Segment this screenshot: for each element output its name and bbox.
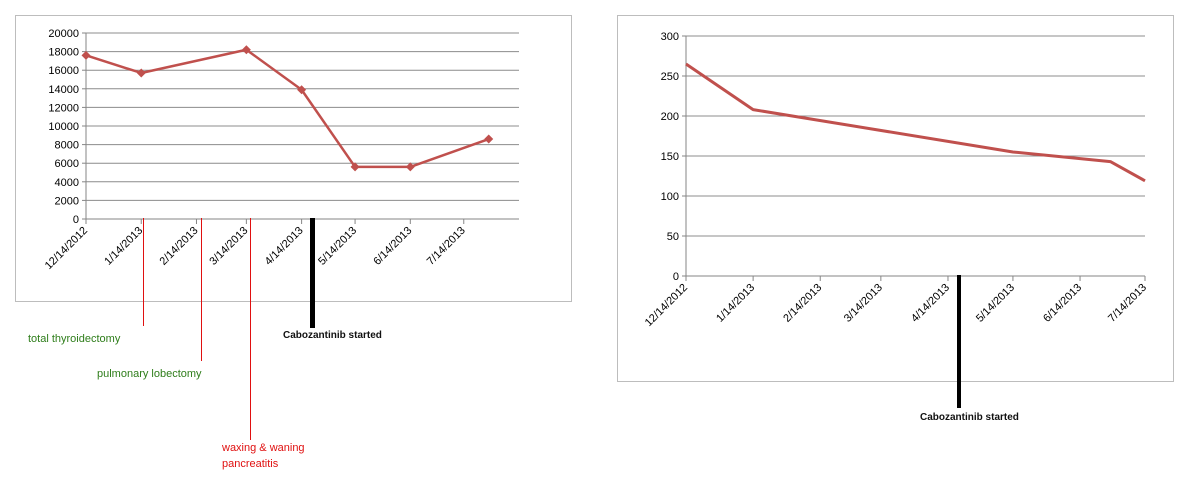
y-tick-label: 150 (661, 151, 679, 163)
x-tick-label: 12/14/2012 (43, 225, 90, 272)
y-tick-label: 0 (673, 271, 679, 283)
y-tick-label: 18000 (48, 47, 79, 59)
annotation-pancreatitis-line2: pancreatitis (222, 458, 279, 470)
thyroidectomy-marker-line (143, 218, 144, 326)
y-tick-label: 0 (73, 214, 79, 226)
y-tick-label: 300 (661, 31, 679, 43)
annotation-total-thyroidectomy: total thyroidectomy (28, 333, 121, 345)
y-tick-label: 16000 (48, 65, 79, 77)
chart-right: 0 50 100 150 200 250 300 12/14/2012 1/14/2013 2/1… (643, 31, 1149, 329)
y-tick-label: 6000 (55, 158, 79, 170)
data-point-marker (136, 68, 146, 78)
annotation-pulmonary-lobectomy: pulmonary lobectomy (97, 368, 202, 380)
x-tick-label: 4/14/2013 (909, 282, 952, 325)
x-tick-label: 2/14/2013 (158, 225, 201, 268)
data-point-marker (297, 85, 307, 95)
annotation-cabozantinib-left: Cabozantinib started (283, 330, 382, 341)
cabozantinib-marker-right (957, 275, 961, 408)
annotation-cabozantinib-right: Cabozantinib started (920, 412, 1019, 423)
x-tick-label: 3/14/2013 (207, 225, 250, 268)
data-point-marker (81, 50, 91, 60)
x-tick-label: 5/14/2013 (316, 225, 359, 268)
y-tick-label: 8000 (55, 140, 79, 152)
cabozantinib-marker-left (310, 218, 315, 328)
y-tick-label: 2000 (55, 195, 79, 207)
lobectomy-marker-line (201, 218, 202, 361)
x-tick-label: 12/14/2012 (643, 282, 690, 329)
x-tick-label: 3/14/2013 (842, 282, 885, 325)
x-tick-label: 6/14/2013 (1041, 282, 1084, 325)
y-tick-label: 20000 (48, 28, 79, 40)
x-tick-label: 1/14/2013 (714, 282, 757, 325)
x-tick-label: 5/14/2013 (974, 282, 1017, 325)
pancreatitis-marker-line (250, 218, 251, 440)
data-point-marker (405, 162, 415, 172)
y-tick-label: 14000 (48, 84, 79, 96)
chart-left-panel: 0 2000 4000 6000 8000 10000 12000 14000 16000 180… (15, 15, 572, 302)
chart-right-panel: 0 50 100 150 200 250 300 12/14/2012 1/14/2013 2/1… (617, 15, 1174, 382)
y-tick-label: 10000 (48, 121, 79, 133)
annotation-pancreatitis-line1: waxing & waning (222, 442, 305, 454)
series-line (85, 48, 490, 169)
y-tick-label: 4000 (55, 177, 79, 189)
y-tick-label: 12000 (48, 102, 79, 114)
data-point-marker (241, 45, 251, 55)
x-tick-label: 4/14/2013 (263, 225, 306, 268)
x-tick-label: 7/14/2013 (425, 225, 468, 268)
x-tick-label: 1/14/2013 (102, 225, 145, 268)
y-tick-label: 250 (661, 71, 679, 83)
x-tick-label: 6/14/2013 (371, 225, 414, 268)
y-tick-label: 50 (667, 231, 679, 243)
x-tick-label: 2/14/2013 (781, 282, 824, 325)
series-line (685, 62, 1146, 183)
y-tick-label: 200 (661, 111, 679, 123)
x-tick-label: 7/14/2013 (1106, 282, 1149, 325)
chart-left: 0 2000 4000 6000 8000 10000 12000 14000 16000 180… (43, 28, 519, 272)
y-tick-label: 100 (661, 191, 679, 203)
data-point-marker (350, 162, 360, 172)
data-point-marker (484, 134, 494, 144)
